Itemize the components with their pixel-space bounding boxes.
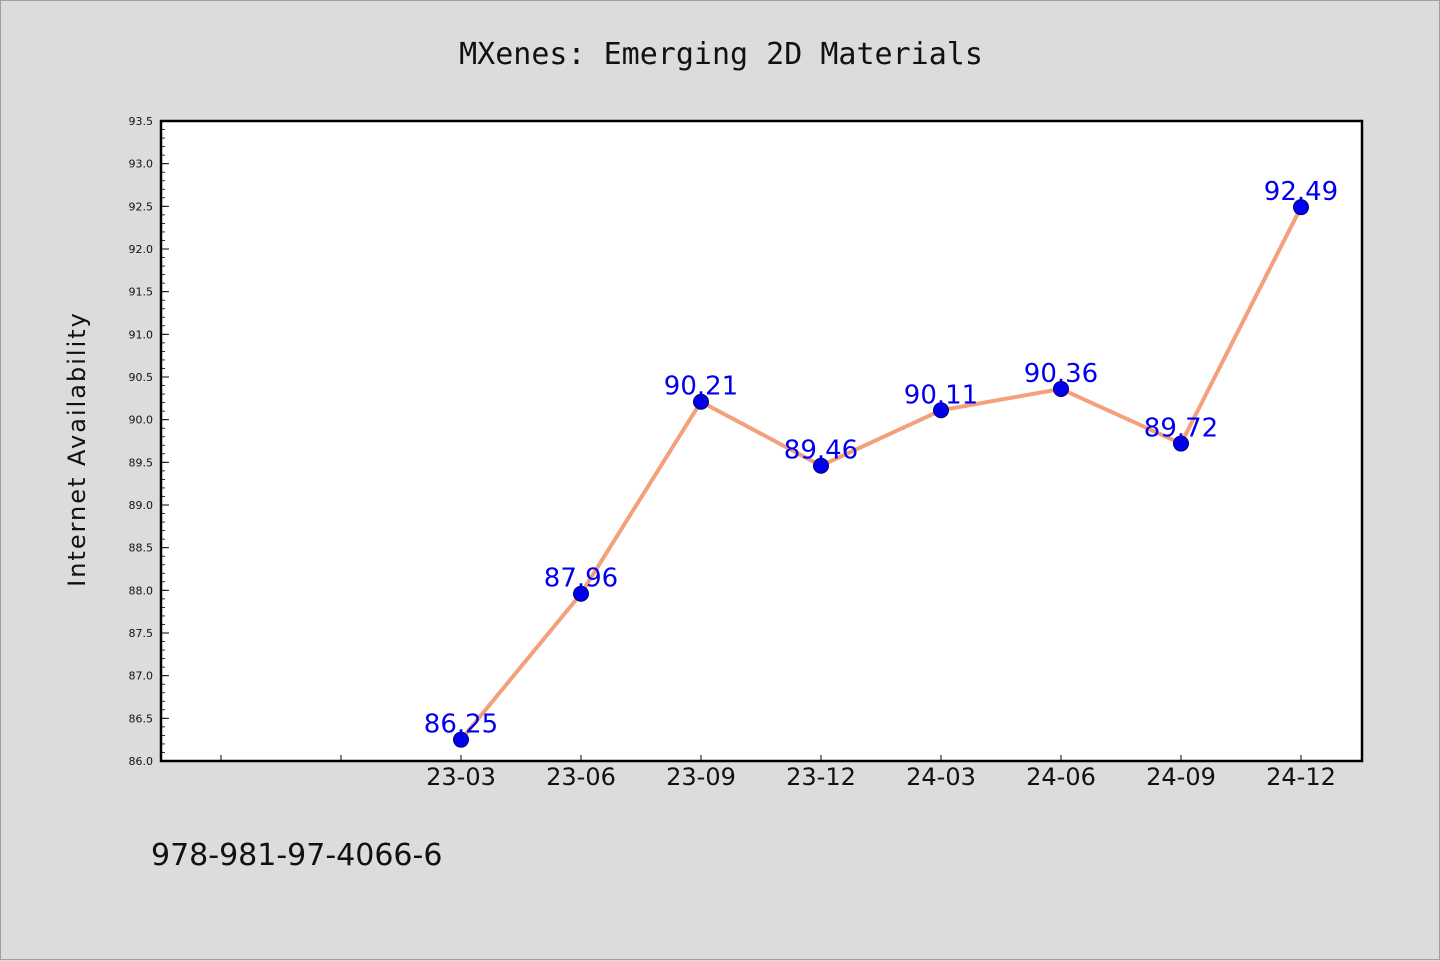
y-tick-label: 87.5 <box>129 627 154 640</box>
data-point <box>1173 435 1189 452</box>
series-line-group <box>453 199 1309 748</box>
data-label: 90.11 <box>904 380 978 410</box>
data-point <box>1293 199 1309 216</box>
x-tick-label: 24-06 <box>1026 763 1096 791</box>
data-point <box>453 731 469 748</box>
plot-area <box>159 119 1364 763</box>
data-point <box>693 393 709 410</box>
y-tick-label: 88.0 <box>129 584 154 597</box>
data-label: 89.72 <box>1144 414 1218 444</box>
x-axis: 23-03 23-06 23-09 23-12 24-03 24-06 24-09 24-12 <box>220 755 1336 791</box>
y-tick-label: 92.5 <box>129 200 154 213</box>
isbn-footer: 978-981-97-4066-6 <box>151 838 442 873</box>
y-tick-label: 89.0 <box>129 499 154 512</box>
x-tick-label: 23-06 <box>546 763 616 791</box>
y-tick-label: 93.0 <box>129 158 154 171</box>
x-tick-label: 23-03 <box>426 763 496 791</box>
y-tick-label: 91.0 <box>129 328 154 341</box>
data-label: 87.96 <box>544 564 618 594</box>
y-tick-label: 87.0 <box>129 670 154 683</box>
y-tick-label: 89.5 <box>129 456 154 469</box>
data-label: 90.21 <box>664 372 738 402</box>
y-tick-label: 90.0 <box>129 414 154 427</box>
data-point <box>933 402 949 419</box>
data-label: 90.36 <box>1024 359 1098 389</box>
data-label: 86.25 <box>424 710 498 740</box>
x-tick-label: 23-12 <box>786 763 856 791</box>
chart-title: MXenes: Emerging 2D Materials <box>459 37 983 72</box>
x-tick-label: 24-12 <box>1266 763 1336 791</box>
data-label: 92.49 <box>1264 177 1338 207</box>
y-tick-label: 86.5 <box>129 712 154 725</box>
y-tick-label: 90.5 <box>129 371 154 384</box>
x-tick-label: 24-03 <box>906 763 976 791</box>
y-axis: 86.0 86.5 87.0 87.5 88.0 88.5 89.0 89.5 90.0 90.5… <box>129 115 169 768</box>
y-tick-label: 91.5 <box>129 286 154 299</box>
data-point <box>1053 380 1069 397</box>
y-tick-label: 92.0 <box>129 243 154 256</box>
data-labels: 86.25 87.96 90.21 89.46 90.11 90.36 89.72 92.49 <box>424 177 1338 739</box>
data-point <box>813 457 829 474</box>
y-tick-label: 86.0 <box>129 755 154 768</box>
x-tick-label: 23-09 <box>666 763 736 791</box>
data-label: 89.46 <box>784 436 858 466</box>
y-tick-label: 93.5 <box>129 115 154 128</box>
data-point <box>573 585 589 602</box>
series-line <box>459 206 1303 741</box>
y-tick-label: 88.5 <box>129 542 154 555</box>
y-axis-label: Internet Availability <box>63 311 91 587</box>
x-tick-label: 24-09 <box>1146 763 1216 791</box>
